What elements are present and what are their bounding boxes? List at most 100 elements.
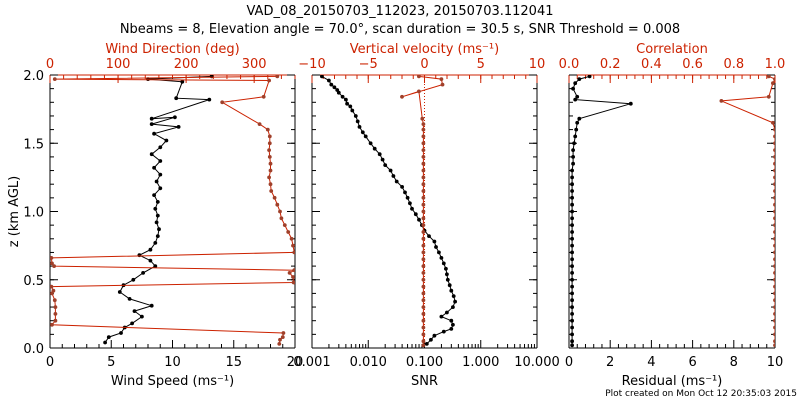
data-point	[420, 116, 425, 121]
data-point	[570, 250, 574, 255]
data-point	[437, 250, 441, 255]
data-point	[432, 239, 437, 244]
data-point	[573, 81, 578, 86]
data-point	[336, 90, 341, 95]
data-point	[291, 243, 295, 248]
data-point	[391, 174, 396, 178]
data-point	[360, 130, 365, 135]
data-point	[344, 97, 348, 102]
data-point	[424, 342, 429, 346]
series-line-top	[50, 75, 295, 344]
data-point	[451, 322, 455, 327]
x-bottom-axis-title: SNR	[411, 374, 438, 389]
data-point	[345, 101, 349, 106]
data-point	[421, 175, 426, 180]
data-point	[275, 75, 280, 79]
data-point	[380, 157, 385, 162]
data-point	[287, 271, 292, 275]
data-point	[155, 213, 160, 218]
data-point	[257, 122, 262, 126]
data-point	[766, 75, 771, 79]
data-point	[577, 77, 582, 81]
data-point	[773, 141, 775, 146]
y-tick-label: 0.0	[23, 342, 44, 357]
y-tick-label: 1.0	[23, 206, 44, 221]
x-bottom-tick-label: 15	[225, 355, 242, 370]
data-point	[106, 335, 111, 339]
data-point	[570, 298, 574, 303]
data-point	[773, 291, 775, 296]
data-point	[158, 159, 163, 163]
data-point	[350, 108, 355, 113]
data-point	[570, 284, 574, 289]
data-point	[141, 271, 146, 275]
data-point	[348, 104, 353, 109]
x-top-tick-label: 200	[174, 57, 199, 72]
data-point	[50, 256, 54, 260]
data-point	[130, 321, 135, 326]
data-point	[53, 318, 58, 323]
data-point	[292, 268, 295, 273]
series-group	[570, 75, 775, 348]
data-point	[572, 141, 576, 146]
data-point	[119, 331, 123, 335]
data-point	[153, 206, 158, 211]
x-top-tick-label: 100	[106, 57, 131, 72]
series-line-bottom	[104, 75, 212, 343]
data-point	[421, 148, 426, 153]
data-point	[445, 310, 449, 315]
data-point	[449, 318, 454, 323]
data-point	[570, 202, 574, 207]
data-point	[773, 343, 775, 348]
data-point	[773, 209, 775, 214]
data-point	[445, 277, 450, 282]
data-point	[209, 75, 214, 79]
data-point	[574, 127, 579, 132]
data-point	[140, 314, 144, 319]
data-point	[575, 120, 580, 125]
data-point	[50, 261, 54, 266]
data-point	[149, 303, 154, 308]
data-point	[267, 155, 272, 159]
x-bottom-tick-label: 10	[767, 355, 784, 370]
data-point	[432, 333, 437, 338]
x-bottom-axis-title: Wind Speed (ms⁻¹)	[111, 374, 234, 389]
data-point	[268, 182, 273, 187]
data-point	[421, 141, 426, 146]
data-point	[286, 230, 291, 234]
data-point	[570, 182, 574, 187]
panel-1: 0 5 10 15 20 Wind Speed (ms⁻¹) 0 100 200 300Wind …	[7, 42, 303, 389]
data-point	[400, 94, 404, 99]
data-point	[149, 116, 154, 121]
data-point	[773, 325, 775, 330]
data-point	[773, 223, 775, 227]
data-point	[279, 216, 284, 221]
data-point	[773, 339, 775, 344]
data-point	[587, 75, 592, 79]
data-point	[434, 245, 438, 249]
data-point	[355, 119, 360, 124]
series-line-bottom	[321, 75, 456, 345]
data-point	[176, 125, 181, 129]
data-point	[408, 201, 412, 206]
data-point	[372, 146, 377, 151]
data-point	[278, 209, 282, 214]
data-point	[453, 299, 457, 304]
data-point	[421, 264, 426, 268]
data-point	[570, 223, 574, 228]
x-bottom-tick-label: 0.100	[406, 355, 443, 370]
data-point	[154, 179, 159, 184]
data-point	[773, 161, 775, 166]
data-point	[155, 234, 160, 239]
data-point	[570, 312, 574, 316]
data-point	[773, 312, 775, 316]
data-point	[421, 243, 426, 248]
data-point	[152, 131, 157, 136]
data-point	[429, 337, 433, 342]
data-point	[265, 127, 270, 132]
data-point	[421, 223, 426, 228]
data-point	[421, 325, 426, 330]
x-bottom-tick-label: 1.000	[462, 355, 499, 370]
data-point	[291, 275, 295, 279]
x-bottom-axis-title: Residual (ms⁻¹)	[622, 374, 723, 389]
